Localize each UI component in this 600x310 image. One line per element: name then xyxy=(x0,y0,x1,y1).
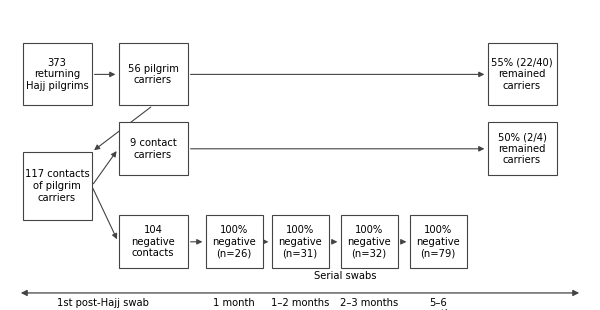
Text: 104
negative
contacts: 104 negative contacts xyxy=(131,225,175,259)
Text: 1 month: 1 month xyxy=(213,298,255,308)
Text: 1st post-Hajj swab: 1st post-Hajj swab xyxy=(57,298,149,308)
Text: 1–2 months: 1–2 months xyxy=(271,298,329,308)
Text: Serial swabs: Serial swabs xyxy=(314,271,376,281)
Text: 5–6
months: 5–6 months xyxy=(419,298,457,310)
Text: 373
returning
Hajj pilgrims: 373 returning Hajj pilgrims xyxy=(26,58,88,91)
Text: 9 contact
carriers: 9 contact carriers xyxy=(130,138,176,160)
FancyBboxPatch shape xyxy=(119,215,187,268)
Text: 56 pilgrim
carriers: 56 pilgrim carriers xyxy=(128,64,178,85)
FancyBboxPatch shape xyxy=(23,152,91,220)
Text: 55% (22/40)
remained
carriers: 55% (22/40) remained carriers xyxy=(491,58,553,91)
FancyBboxPatch shape xyxy=(119,122,187,175)
FancyBboxPatch shape xyxy=(341,215,398,268)
Text: 2–3 months: 2–3 months xyxy=(340,298,398,308)
FancyBboxPatch shape xyxy=(409,215,467,268)
Text: 50% (2/4)
remained
carriers: 50% (2/4) remained carriers xyxy=(497,132,547,166)
Text: 100%
negative
(n=31): 100% negative (n=31) xyxy=(278,225,322,259)
Text: 100%
negative
(n=26): 100% negative (n=26) xyxy=(212,225,256,259)
FancyBboxPatch shape xyxy=(23,43,91,105)
FancyBboxPatch shape xyxy=(487,122,557,175)
FancyBboxPatch shape xyxy=(206,215,263,268)
Text: 117 contacts
of pilgrim
carriers: 117 contacts of pilgrim carriers xyxy=(25,169,89,203)
FancyBboxPatch shape xyxy=(271,215,329,268)
Text: 100%
negative
(n=32): 100% negative (n=32) xyxy=(347,225,391,259)
FancyBboxPatch shape xyxy=(487,43,557,105)
Text: 100%
negative
(n=79): 100% negative (n=79) xyxy=(416,225,460,259)
FancyBboxPatch shape xyxy=(119,43,187,105)
